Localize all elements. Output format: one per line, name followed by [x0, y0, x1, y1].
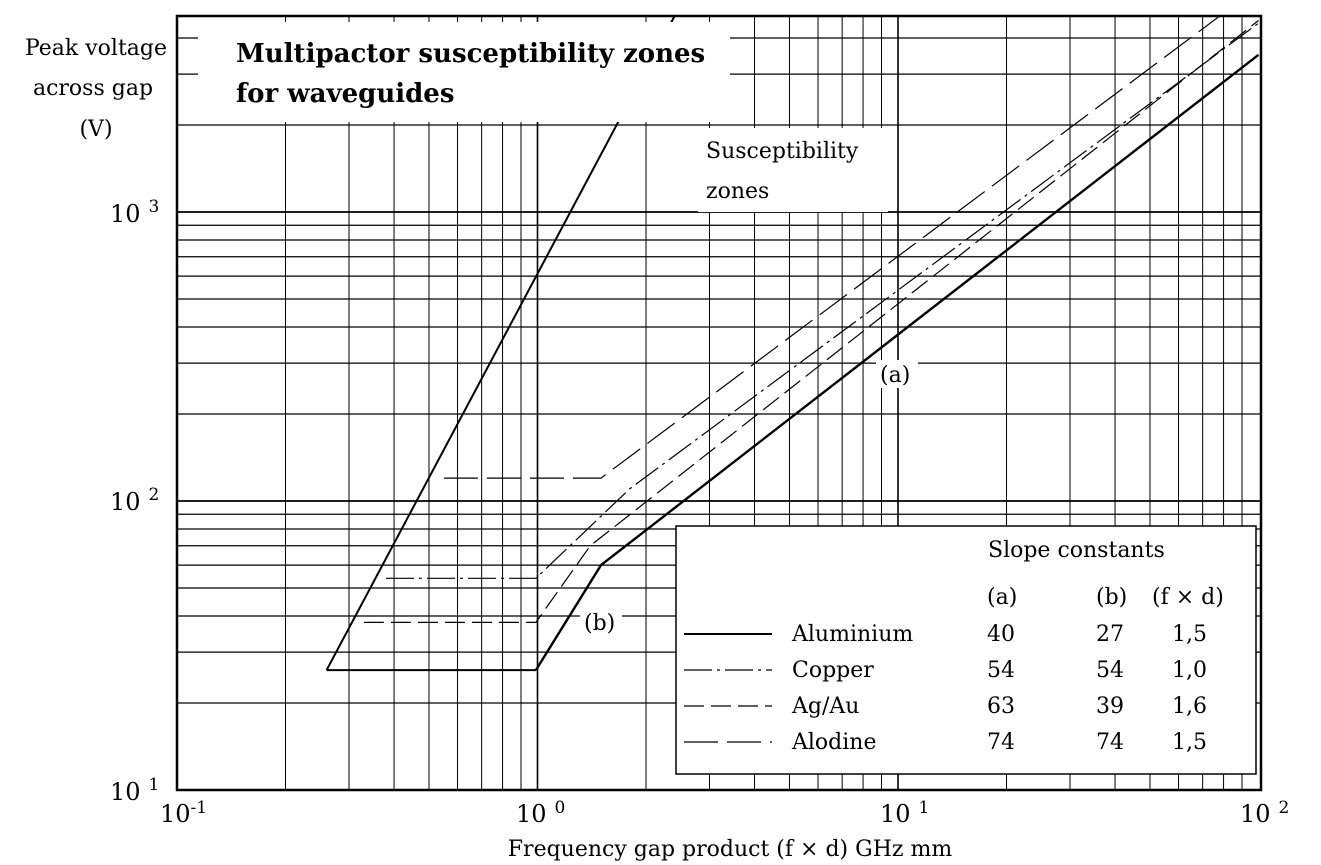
y-tick-label-2: 10 3	[110, 197, 159, 228]
legend-fd-aluminium: 1,5	[1172, 622, 1207, 647]
x-tick-label-2: 10 1	[880, 798, 929, 828]
ylabel-box	[12, 28, 175, 146]
annotation-susceptibility-line-2: zones	[706, 179, 769, 204]
legend-a-alodine: 74	[987, 730, 1015, 755]
y-tick-labels: 10 1 10 2 10 3	[110, 197, 159, 806]
legend-name-aluminium: Aluminium	[791, 622, 913, 647]
annotation-susceptibility-line-1: Susceptibility	[706, 139, 859, 164]
legend-b-alodine: 74	[1096, 730, 1124, 755]
legend-box	[675, 525, 1257, 775]
x-axis-label: Frequency gap product (f × d) GHz mm	[508, 837, 953, 862]
ylabel-line-2: across gap	[33, 76, 153, 101]
legend-a-copper: 54	[987, 658, 1015, 683]
legend-col-b: (b)	[1096, 585, 1127, 610]
legend-a-aluminium: 40	[987, 622, 1015, 647]
title-box	[198, 22, 730, 122]
ylabel-line-3: (V)	[79, 117, 112, 142]
legend-row-agau: Ag/Au 63 39 1,6	[684, 694, 1207, 719]
legend-fd-alodine: 1,5	[1172, 730, 1207, 755]
legend: Slope constants (a) (b) (f × d) Aluminiu…	[675, 525, 1257, 775]
annotation-b: (b)	[584, 611, 615, 636]
legend-a-agau: 63	[987, 694, 1015, 719]
x-tick-label-1: 10 0	[516, 798, 565, 828]
annotation-a-bg	[876, 360, 918, 388]
chart-title-line-2: for waveguides	[236, 79, 454, 109]
legend-col-fd: (f × d)	[1152, 585, 1224, 610]
legend-heading: Slope constants	[988, 538, 1165, 563]
y-tick-label-1: 10 2	[110, 485, 159, 516]
ylabel-line-1: Peak voltage	[25, 36, 167, 61]
legend-row-aluminium: Aluminium 40 27 1,5	[684, 622, 1207, 647]
legend-name-alodine: Alodine	[791, 730, 876, 755]
legend-row-copper: Copper 54 54 1,0	[684, 658, 1207, 683]
series-line-aluminium	[534, 53, 1260, 671]
series-line-ag-au	[363, 20, 1259, 624]
annotation-a: (a)	[880, 363, 910, 388]
chart-title-line-1: Multipactor susceptibility zones	[236, 39, 705, 69]
x-tick-label-3: 10 2	[1240, 798, 1289, 828]
legend-name-copper: Copper	[792, 658, 874, 683]
legend-name-agau: Ag/Au	[791, 694, 859, 719]
legend-col-a: (a)	[987, 585, 1017, 610]
legend-fd-agau: 1,6	[1172, 694, 1207, 719]
legend-fd-copper: 1,0	[1172, 658, 1207, 683]
legend-b-agau: 39	[1096, 694, 1124, 719]
x-tick-label-0: 10-1	[160, 798, 207, 828]
y-tick-label-0: 10 1	[110, 775, 159, 806]
plot-frame	[175, 14, 1263, 792]
annotation-b-bg	[580, 608, 622, 636]
legend-b-aluminium: 27	[1096, 622, 1124, 647]
x-tick-labels: 10-1 10 0 10 1 10 2	[160, 798, 1289, 828]
series-line-copper	[386, 22, 1259, 579]
series-line-alodine	[443, 16, 1221, 479]
legend-row-alodine: Alodine 74 74 1,5	[684, 730, 1207, 755]
susceptibility-box	[698, 128, 888, 212]
legend-b-copper: 54	[1096, 658, 1124, 683]
